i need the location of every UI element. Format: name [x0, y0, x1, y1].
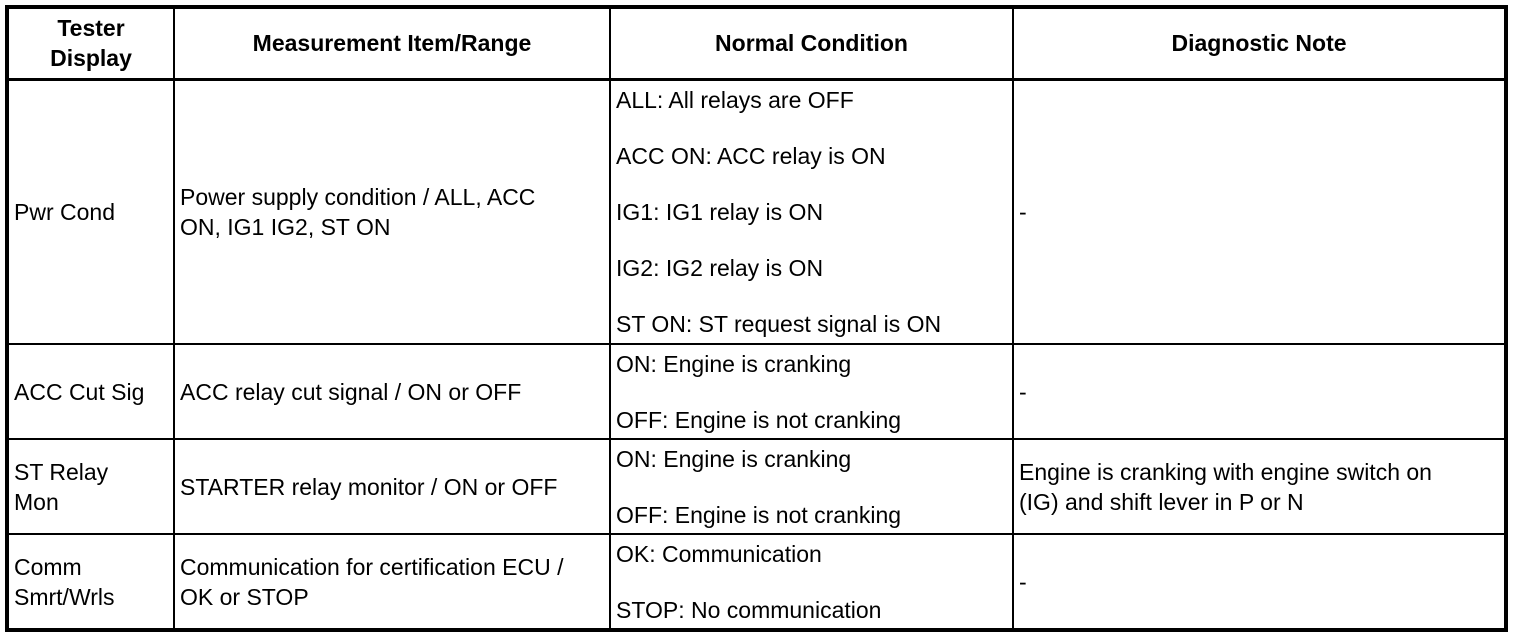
cell-diagnostic-note: - [1012, 343, 1507, 440]
cell-measurement: Power supply condition / ALL, ACC ON, IG… [173, 78, 611, 345]
cell-tester-display: ST Relay Mon [6, 438, 175, 535]
table-row-comm-smrt-wrls: Comm Smrt/Wrls Communication for certifi… [6, 533, 1507, 631]
column-header-diagnostic-note: Diagnostic Note [1012, 6, 1507, 81]
cell-measurement: Communication for certification ECU / OK… [173, 533, 611, 631]
normal-condition-line: OFF: Engine is not cranking [616, 501, 902, 528]
column-header-measurement-item-range: Measurement Item/Range [173, 6, 611, 81]
normal-condition-line: IG1: IG1 relay is ON [616, 198, 824, 225]
normal-condition-line: ON: Engine is cranking [616, 445, 852, 472]
cell-measurement: ACC relay cut signal / ON or OFF [173, 343, 611, 440]
normal-condition-line: ST ON: ST request signal is ON [616, 310, 942, 337]
table-row-acc-cut-sig: ACC Cut Sig ACC relay cut signal / ON or… [6, 343, 1507, 440]
cell-diagnostic-note: - [1012, 78, 1507, 345]
cell-diagnostic-note: Engine is cranking with engine switch on… [1012, 438, 1507, 535]
normal-condition-line: ON: Engine is cranking [616, 350, 852, 377]
cell-tester-display: Pwr Cond [6, 78, 175, 345]
normal-condition-line: OFF: Engine is not cranking [616, 406, 902, 433]
cell-diagnostic-note: - [1012, 533, 1507, 631]
normal-condition-line: STOP: No communication [616, 596, 882, 623]
normal-condition-line: IG2: IG2 relay is ON [616, 254, 824, 281]
column-header-normal-condition: Normal Condition [609, 6, 1014, 81]
cell-tester-display: ACC Cut Sig [6, 343, 175, 440]
cell-normal-condition: OK: Communication STOP: No communication [609, 533, 1014, 631]
diagnostic-data-table: Tester Display Measurement Item/Range No… [5, 5, 1508, 632]
cell-normal-condition: ALL: All relays are OFF ACC ON: ACC rela… [609, 78, 1014, 345]
normal-condition-line: ACC ON: ACC relay is ON [616, 142, 886, 169]
normal-condition-line: ALL: All relays are OFF [616, 86, 854, 113]
normal-condition-line: OK: Communication [616, 540, 822, 567]
table-row-pwr-cond: Pwr Cond Power supply condition / ALL, A… [6, 78, 1507, 345]
column-header-tester-display: Tester Display [6, 6, 175, 81]
cell-tester-display: Comm Smrt/Wrls [6, 533, 175, 631]
cell-normal-condition: ON: Engine is cranking OFF: Engine is no… [609, 438, 1014, 535]
table-row-st-relay-mon: ST Relay Mon STARTER relay monitor / ON … [6, 438, 1507, 535]
table-header-row: Tester Display Measurement Item/Range No… [6, 6, 1507, 81]
cell-measurement: STARTER relay monitor / ON or OFF [173, 438, 611, 535]
cell-normal-condition: ON: Engine is cranking OFF: Engine is no… [609, 343, 1014, 440]
